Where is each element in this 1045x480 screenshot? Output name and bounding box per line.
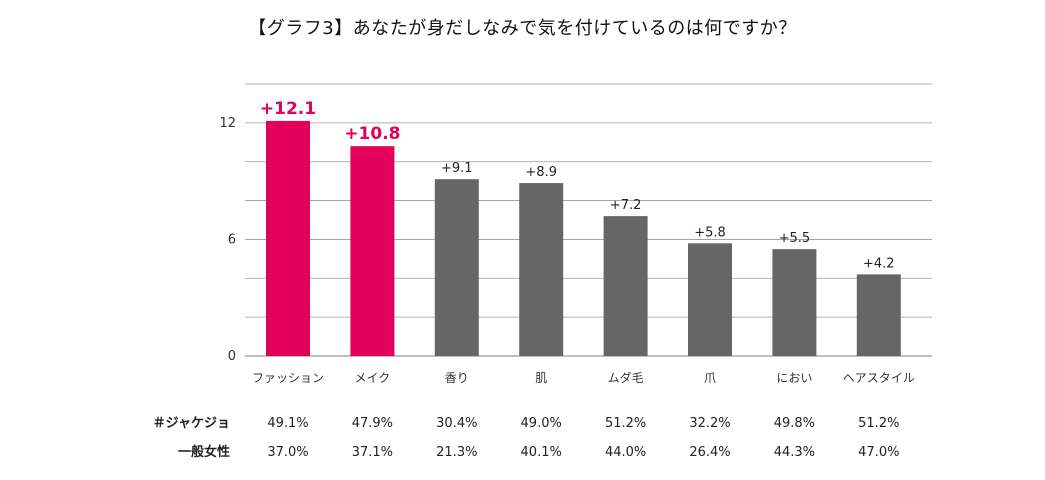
table-cell: 49.1% [267,416,308,431]
table-row-label: ＃ジャケジョ [153,416,230,431]
category-label: 香り [445,371,469,385]
table-cell: 32.2% [689,416,730,431]
table-cell: 47.0% [858,445,899,460]
data-label: +12.1 [260,99,316,119]
data-label: +8.9 [525,165,557,180]
category-label: 爪 [704,371,716,385]
bar [519,183,564,356]
data-label: +5.8 [694,225,726,240]
table-cell: 37.1% [352,445,393,460]
table-cell: 51.2% [858,416,899,431]
bar [603,216,648,356]
table-cell: 47.9% [352,416,393,431]
data-label: +9.1 [441,161,473,176]
table-cell: 37.0% [267,445,308,460]
table-cell: 40.1% [521,445,562,460]
table-row-label: 一般女性 [178,444,230,460]
chart-title: 【グラフ3】あなたが身だしなみで気を付けているのは何ですか？ [248,18,797,39]
table-cell: 26.4% [689,445,730,460]
bar [350,146,395,356]
data-label: +4.2 [863,256,895,271]
category-label: 肌 [535,371,547,385]
bar [772,249,817,356]
category-label: におい [776,371,812,385]
bar [856,274,901,356]
data-label: +5.5 [779,231,811,246]
bar [688,243,732,356]
data-label: +7.2 [610,198,642,213]
table-cell: 49.0% [521,416,562,431]
table-cell: 44.3% [774,445,815,460]
y-tick-label: 0 [228,349,236,364]
table-cell: 51.2% [605,416,646,431]
table-cell: 21.3% [436,445,477,460]
category-label: ファッション [252,371,324,385]
y-tick-label: 6 [228,232,236,247]
data-label: +10.8 [344,124,400,144]
category-label: メイク [355,371,391,385]
category-label: ヘアスタイル [843,371,915,385]
table-cell: 44.0% [605,445,646,460]
table-cell: 49.8% [774,416,815,431]
category-label: ムダ毛 [608,370,644,385]
bar [434,179,479,356]
table-cell: 30.4% [436,416,477,431]
bar [266,120,310,357]
y-tick-label: 12 [219,116,236,131]
